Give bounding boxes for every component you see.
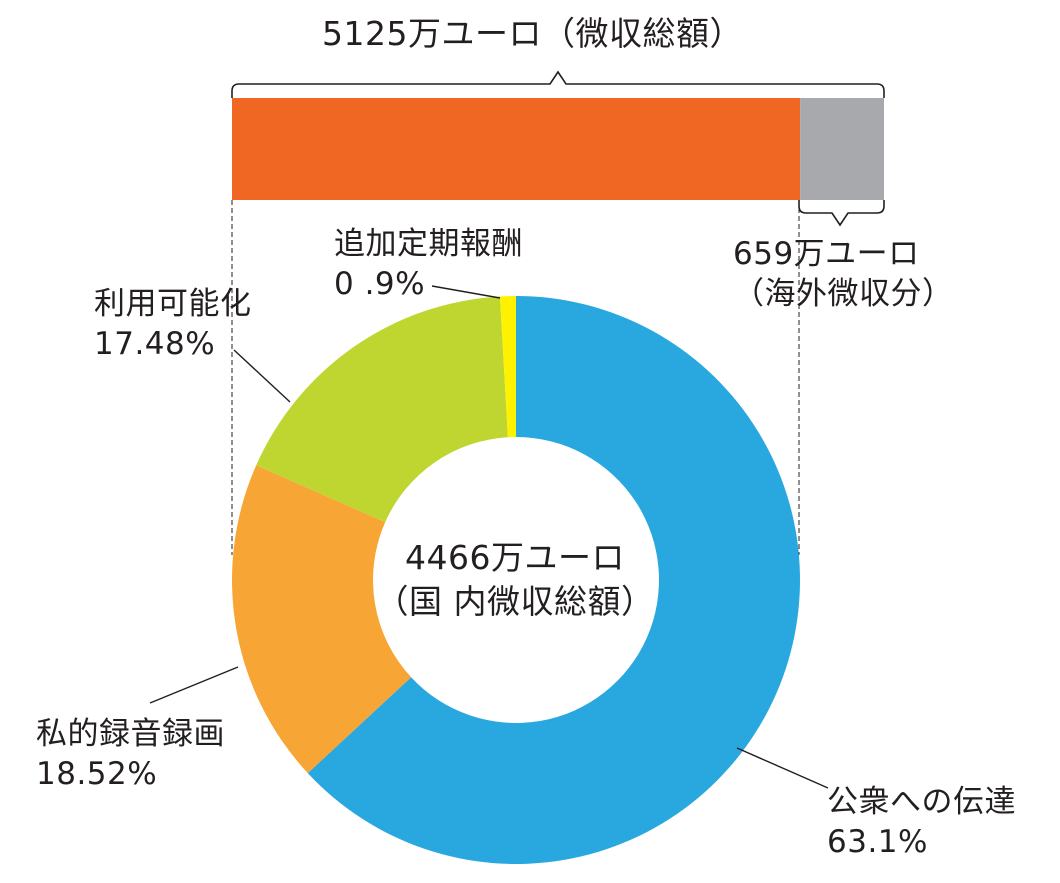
donut-center-caption: （国 内微収総額） [375,582,655,621]
slice-value-availability: 17.48% [94,326,216,362]
slice-public [307,296,801,864]
slice-availability [256,296,508,523]
slice-private [232,465,412,774]
slice-name-additional: 追加定期報酬 [334,226,523,262]
overseas-value: 659万ユーロ [733,236,920,272]
stacked-bar [232,98,884,200]
slice-label-additional: 追加定期報酬 0 .9% [334,224,523,304]
total-bracket [231,70,885,98]
total-title: 5125万ユーロ（微収総額） [322,14,743,54]
slice-label-public: 公衆への伝達 63.1% [827,782,1016,862]
bar-segment-domestic [232,98,801,200]
slice-name-availability: 利用可能化 [94,286,252,322]
slice-value-private: 18.52% [36,756,158,792]
donut-center-label: 4466万ユーロ （国 内微収総額） [375,536,655,624]
slice-value-additional: 0 .9% [334,266,426,302]
donut-center-value: 4466万ユーロ [405,538,625,577]
overseas-bracket [798,200,885,227]
leader-line-availability [233,349,291,403]
bar-segment-overseas [800,98,884,200]
overseas-label: 659万ユーロ （海外微収分） [733,234,954,314]
slice-label-private: 私的録音録画 18.52% [36,714,225,794]
leader-line-additional [431,285,501,299]
slice-additional [499,296,516,438]
leader-line-private [149,666,239,704]
leader-line-public [736,747,829,789]
overseas-name: （海外微収分） [733,276,954,312]
donut-chart [232,296,801,864]
slice-name-public: 公衆への伝達 [827,784,1016,820]
slice-name-private: 私的録音録画 [36,716,225,752]
slice-label-availability: 利用可能化 17.48% [94,284,252,364]
slice-value-public: 63.1% [827,824,928,860]
total-title-text: 5125万ユーロ（微収総額） [322,14,743,53]
